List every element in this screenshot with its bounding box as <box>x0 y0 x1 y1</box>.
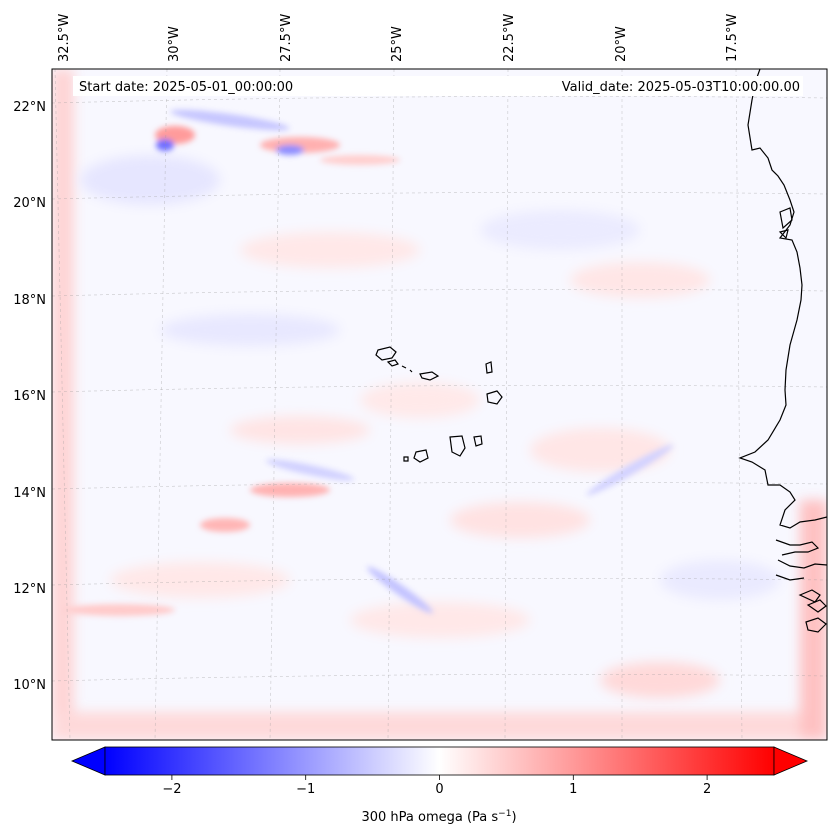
header-band <box>73 76 803 96</box>
valid-date-label: Valid_date: 2025-05-03T10:00:00.00 <box>562 80 800 95</box>
coastline <box>375 69 827 633</box>
colorbar-bar <box>104 746 775 776</box>
colorbar-tick-label: 2 <box>703 782 711 797</box>
start-date-label: Start date: 2025-05-01_00:00:00 <box>79 80 293 95</box>
island-santo-antao <box>375 346 397 361</box>
lat-tick-label: 12°N <box>13 582 46 597</box>
africa-coast <box>738 69 827 529</box>
lat-tick-label: 14°N <box>13 486 46 501</box>
lat-tick-label: 10°N <box>13 678 46 693</box>
colorbar-extend-max <box>773 746 809 776</box>
lon-tick-label: 17.5°W <box>725 14 740 62</box>
colorbar-tick-label: 1 <box>569 782 577 797</box>
map-frame <box>51 68 828 741</box>
colorbar-ticks: −2 −1 0 1 2 <box>162 775 711 797</box>
colorbar-tick-label: 0 <box>435 782 443 797</box>
lon-tick-label: 27.5°W <box>279 14 294 62</box>
lat-tick-label: 20°N <box>13 196 46 211</box>
colorbar-extend-min <box>70 746 106 776</box>
lon-tick-label: 25°W <box>390 26 405 62</box>
lat-tick-label: 22°N <box>13 100 46 115</box>
lat-tick-label: 16°N <box>13 389 46 404</box>
lon-tick-label: 32.5°W <box>57 14 72 62</box>
lon-tick-labels: 32.5°W 30°W 27.5°W 25°W 22.5°W 20°W 17.5… <box>57 14 740 62</box>
lon-tick-label: 22.5°W <box>502 14 517 62</box>
colorbar-tick-label: −1 <box>296 782 315 797</box>
lon-tick-label: 20°W <box>614 26 629 62</box>
colorbar-tick-label: −2 <box>162 782 181 797</box>
omega-field <box>52 69 827 740</box>
lat-tick-label: 18°N <box>13 293 46 308</box>
colorbar-label: 300 hPa omega (Pa s−1) <box>361 809 516 825</box>
lat-tick-labels: 22°N 20°N 18°N 16°N 14°N 12°N 10°N <box>13 100 46 693</box>
lon-tick-label: 30°W <box>167 26 182 62</box>
colorbar: −2 −1 0 1 2 300 hPa omega (Pa s−1) <box>70 746 809 825</box>
graticule <box>51 68 828 741</box>
